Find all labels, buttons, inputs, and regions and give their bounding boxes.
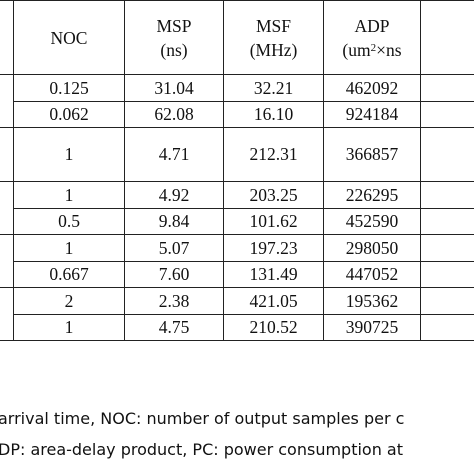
clipped-cell (420, 314, 474, 341)
header-cell-clipped (420, 0, 474, 75)
table-row: 8 0.125 31.04 32.21 462092 (0, 74, 474, 128)
noc-cell: 0.5 (13, 208, 125, 235)
table-row: 7 1 5.07 197.23 298050 (0, 234, 474, 288)
msp-cell: 4.71 (124, 127, 224, 182)
msf-cell: 210.52 (223, 314, 324, 341)
msp-cell: 2.38 (124, 287, 224, 315)
table-row: 0.667 7.60 131.49 447052 (0, 261, 474, 288)
footnote-line-1: arrival time, NOC: number of output samp… (0, 409, 405, 428)
superscript-two: 2 (370, 41, 377, 54)
table-row: 2 1 4.92 203.25 226295 (0, 181, 474, 235)
msf-cell: 197.23 (223, 234, 324, 262)
table-row: 1 1 4.71 212.31 366857 (0, 127, 474, 182)
noc-cell: 0.125 (13, 74, 125, 102)
noc-cell: 0.667 (13, 261, 125, 288)
adp-cell: 226295 (323, 181, 421, 209)
msf-cell: 101.62 (223, 208, 324, 235)
msf-cell: 421.05 (223, 287, 324, 315)
noc-cell: 1 (13, 234, 125, 262)
msf-cell: 16.10 (223, 101, 324, 128)
adp-cell: 452590 (323, 208, 421, 235)
clipped-cell (420, 234, 474, 262)
table-row: 1 4.75 210.52 390725 (0, 314, 474, 341)
header-cell-adp: ADP (um2×ns (323, 0, 421, 75)
clipped-cell (420, 208, 474, 235)
header-cell-noc: NOC (13, 0, 125, 75)
group-label-cell: 8 (0, 74, 14, 128)
header-cell-msp: MSP (ns) (124, 0, 224, 75)
msp-cell: 9.84 (124, 208, 224, 235)
adp-cell: 195362 (323, 287, 421, 315)
adp-cell: 390725 (323, 314, 421, 341)
adp-cell: 462092 (323, 74, 421, 102)
clipped-cell (420, 181, 474, 209)
header-row: T ) NOC MSP (ns) MSF (MHz) ADP (um2×ns (0, 0, 474, 75)
clipped-cell (420, 261, 474, 288)
adp-cell: 924184 (323, 101, 421, 128)
msp-cell: 4.75 (124, 314, 224, 341)
clipped-cell (420, 287, 474, 315)
adp-cell: 447052 (323, 261, 421, 288)
noc-cell: 0.062 (13, 101, 125, 128)
clipped-cell (420, 74, 474, 102)
results-table: T ) NOC MSP (ns) MSF (MHz) ADP (um2×ns (0, 0, 474, 341)
header-cell-first: T ) (0, 0, 14, 75)
noc-cell: 1 (13, 181, 125, 209)
group-label-cell: 5 (0, 287, 14, 341)
adp-cell: 298050 (323, 234, 421, 262)
msp-cell: 7.60 (124, 261, 224, 288)
adp-cell: 366857 (323, 127, 421, 182)
header-cell-msf: MSF (MHz) (223, 0, 324, 75)
clipped-cell (420, 127, 474, 182)
msf-cell: 131.49 (223, 261, 324, 288)
group-label-cell: 7 (0, 234, 14, 288)
msp-cell: 62.08 (124, 101, 224, 128)
table-row: 5 2 2.38 421.05 195362 (0, 287, 474, 341)
table-row: 0.5 9.84 101.62 452590 (0, 208, 474, 235)
msp-cell: 5.07 (124, 234, 224, 262)
msf-cell: 203.25 (223, 181, 324, 209)
msp-cell: 4.92 (124, 181, 224, 209)
adp-unit: (um2×ns (342, 39, 402, 60)
msf-cell: 212.31 (223, 127, 324, 182)
msf-cell: 32.21 (223, 74, 324, 102)
noc-cell: 2 (13, 287, 125, 315)
group-label-cell: 2 (0, 181, 14, 235)
group-label-cell: 1 (0, 127, 14, 182)
noc-cell: 1 (13, 127, 125, 182)
table-row: 0.062 62.08 16.10 924184 (0, 101, 474, 128)
clipped-cell (420, 101, 474, 128)
msp-cell: 31.04 (124, 74, 224, 102)
noc-cell: 1 (13, 314, 125, 341)
footnote-line-2: DP: area-delay product, PC: power consum… (0, 440, 404, 459)
